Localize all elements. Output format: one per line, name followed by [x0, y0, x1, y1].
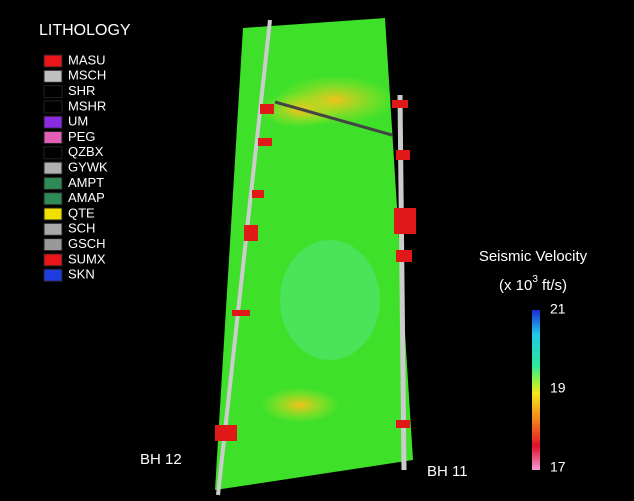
legend-swatch [43, 69, 63, 83]
connector [274, 100, 393, 137]
legend-swatch [43, 176, 63, 190]
legend-label: SUMX [68, 251, 106, 266]
legend-label: MSHR [68, 98, 106, 113]
anomaly [280, 240, 380, 360]
legend-swatch [43, 222, 63, 236]
legend-label: MSCH [68, 68, 106, 83]
legend-label: GYWK [68, 160, 108, 175]
velocity-panel [215, 18, 413, 490]
legend-label: MASU [68, 52, 106, 67]
legend-swatch [43, 131, 63, 144]
legend-label: SCH [68, 221, 95, 236]
legend-swatch [43, 253, 63, 267]
legend-swatch [43, 192, 63, 206]
legend-swatch [43, 238, 63, 252]
colorbar-tick-label: 21 [550, 301, 566, 317]
borehole-label: BH 11 [427, 463, 468, 480]
anomaly [260, 387, 340, 423]
legend-label: SHR [68, 83, 95, 98]
borehole [216, 19, 272, 496]
lithology-markers [215, 100, 416, 441]
legend-title: LITHOLOGY [39, 22, 131, 39]
borehole-label: BH 12 [140, 451, 182, 468]
legend-label: PEG [68, 129, 95, 144]
legend-label: UM [68, 114, 88, 129]
legend-label: SKN [68, 267, 95, 282]
colorbar-tick-label: 17 [550, 459, 566, 475]
legend-swatch [43, 161, 63, 175]
legend-label: QZBX [68, 144, 104, 159]
legend-label: GSCH [68, 236, 106, 251]
colorbar-tick-label: 19 [550, 380, 566, 396]
legend-swatch [43, 146, 63, 160]
legend-swatch [43, 268, 63, 282]
legend-swatch [43, 100, 63, 114]
legend-label: AMAP [68, 190, 105, 205]
legend-label: QTE [68, 205, 95, 220]
legend-swatch [43, 115, 63, 129]
colorbar-title: Seismic Velocity [479, 248, 588, 265]
legend-swatch [43, 207, 63, 221]
colorbar-units: (x 103 ft/s) [499, 274, 567, 294]
legend-swatch [43, 85, 63, 99]
legend-label: AMPT [68, 175, 104, 190]
colorbar [532, 310, 540, 470]
legend-swatch [43, 54, 63, 68]
